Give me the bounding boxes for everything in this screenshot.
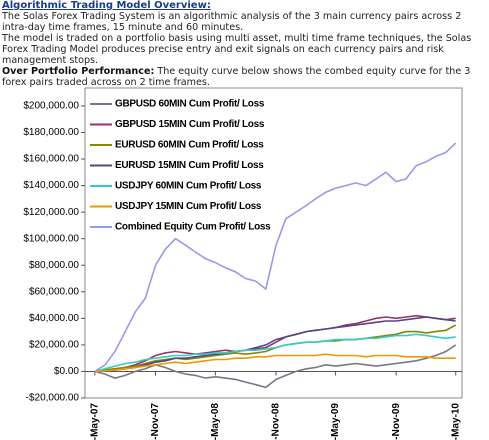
x-tick-label: 01-Nov-07 — [150, 403, 161, 440]
y-tick-label: $200,000.00 — [23, 101, 79, 112]
y-tick-label: $40,000.00 — [29, 313, 79, 324]
legend-label: GBPUSD 60MIN Cum Profit/ Loss — [115, 99, 265, 110]
legend-label: Combined Equity Cum Profit/ Loss — [115, 222, 271, 233]
y-tick-label: $100,000.00 — [23, 233, 79, 244]
paragraph: Over Portfolio Performance: The equity c… — [2, 66, 486, 88]
paragraph: The Solas Forex Trading System is an alg… — [2, 11, 462, 33]
series-line — [94, 353, 456, 373]
y-tick-label: -$20,000.00 — [26, 393, 80, 404]
legend-label: EURUSD 15MIN Cum Profit/ Loss — [115, 160, 264, 171]
x-tick-label: 01-May-10 — [450, 403, 461, 440]
performance-label: Over Portfolio Performance: — [2, 66, 155, 77]
y-tick-label: $140,000.00 — [23, 180, 79, 191]
plot-area — [84, 87, 463, 399]
series-line — [94, 316, 456, 373]
legend-label: EURUSD 60MIN Cum Profit/ Loss — [115, 140, 264, 151]
y-tick-label: $160,000.00 — [23, 154, 79, 165]
legend-label: USDJPY 60MIN Cum Profit/ Loss — [115, 181, 262, 192]
x-tick-label: 01-May-09 — [330, 403, 341, 440]
x-tick-label: 01-Nov-09 — [391, 403, 402, 440]
document-text: Algorithmic Trading Model Overview: The … — [2, 0, 486, 88]
series-line — [94, 333, 456, 373]
y-tick-label: $80,000.00 — [29, 260, 79, 271]
y-tick-label: $0.00 — [54, 366, 79, 377]
legend-label: USDJPY 15MIN Cum Profit/ Loss — [115, 201, 262, 212]
legend-label: GBPUSD 15MIN Cum Profit/ Loss — [115, 119, 265, 130]
y-tick-label: $180,000.00 — [23, 127, 79, 138]
heading: Algorithmic Trading Model Overview: — [2, 0, 211, 11]
x-tick-label: 01-Nov-08 — [271, 403, 282, 440]
paragraph: The model is traded on a portfolio basis… — [2, 33, 472, 66]
series-line — [94, 314, 456, 373]
x-tick-label: 01-May-07 — [90, 403, 101, 440]
y-tick-label: $60,000.00 — [29, 286, 79, 297]
x-tick-label: 01-May-08 — [210, 403, 221, 440]
series-line — [94, 142, 457, 373]
performance-text: The equity curve below shows the combed … — [2, 66, 471, 88]
y-tick-label: $120,000.00 — [23, 207, 79, 218]
y-tick-label: $20,000.00 — [29, 340, 79, 351]
